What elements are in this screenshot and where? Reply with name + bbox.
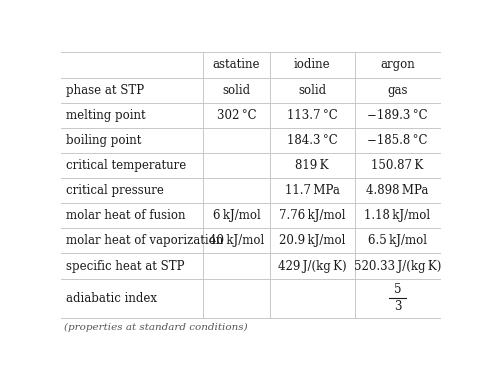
Text: 302 °C: 302 °C: [216, 109, 256, 122]
Text: −185.8 °C: −185.8 °C: [366, 134, 427, 147]
Text: 113.7 °C: 113.7 °C: [286, 109, 337, 122]
Text: astatine: astatine: [212, 58, 260, 71]
Text: 520.33 J/(kg K): 520.33 J/(kg K): [353, 260, 440, 273]
Text: 11.7 MPa: 11.7 MPa: [284, 184, 339, 197]
Text: critical pressure: critical pressure: [65, 184, 163, 197]
Text: 184.3 °C: 184.3 °C: [286, 134, 337, 147]
Text: adiabatic index: adiabatic index: [65, 292, 156, 304]
Text: −189.3 °C: −189.3 °C: [366, 109, 427, 122]
Text: molar heat of vaporization: molar heat of vaporization: [65, 234, 223, 248]
Text: 40 kJ/mol: 40 kJ/mol: [208, 234, 264, 248]
Text: phase at STP: phase at STP: [65, 84, 143, 97]
Text: solid: solid: [222, 84, 250, 97]
Text: 150.87 K: 150.87 K: [370, 159, 423, 172]
Text: melting point: melting point: [65, 109, 145, 122]
Text: 6.5 kJ/mol: 6.5 kJ/mol: [367, 234, 426, 248]
Text: 3: 3: [393, 300, 400, 313]
Text: 7.76 kJ/mol: 7.76 kJ/mol: [278, 209, 345, 222]
Text: specific heat at STP: specific heat at STP: [65, 260, 184, 273]
Text: 6 kJ/mol: 6 kJ/mol: [212, 209, 260, 222]
Text: gas: gas: [386, 84, 407, 97]
Text: iodine: iodine: [293, 58, 330, 71]
Text: argon: argon: [379, 58, 414, 71]
Text: molar heat of fusion: molar heat of fusion: [65, 209, 185, 222]
Text: 5: 5: [393, 283, 400, 296]
Text: solid: solid: [298, 84, 325, 97]
Text: critical temperature: critical temperature: [65, 159, 185, 172]
Text: 429 J/(kg K): 429 J/(kg K): [277, 260, 346, 273]
Text: (properties at standard conditions): (properties at standard conditions): [64, 323, 247, 332]
Text: 819 K: 819 K: [295, 159, 328, 172]
Text: 1.18 kJ/mol: 1.18 kJ/mol: [364, 209, 429, 222]
Text: boiling point: boiling point: [65, 134, 141, 147]
Text: 4.898 MPa: 4.898 MPa: [366, 184, 428, 197]
Text: 20.9 kJ/mol: 20.9 kJ/mol: [279, 234, 345, 248]
